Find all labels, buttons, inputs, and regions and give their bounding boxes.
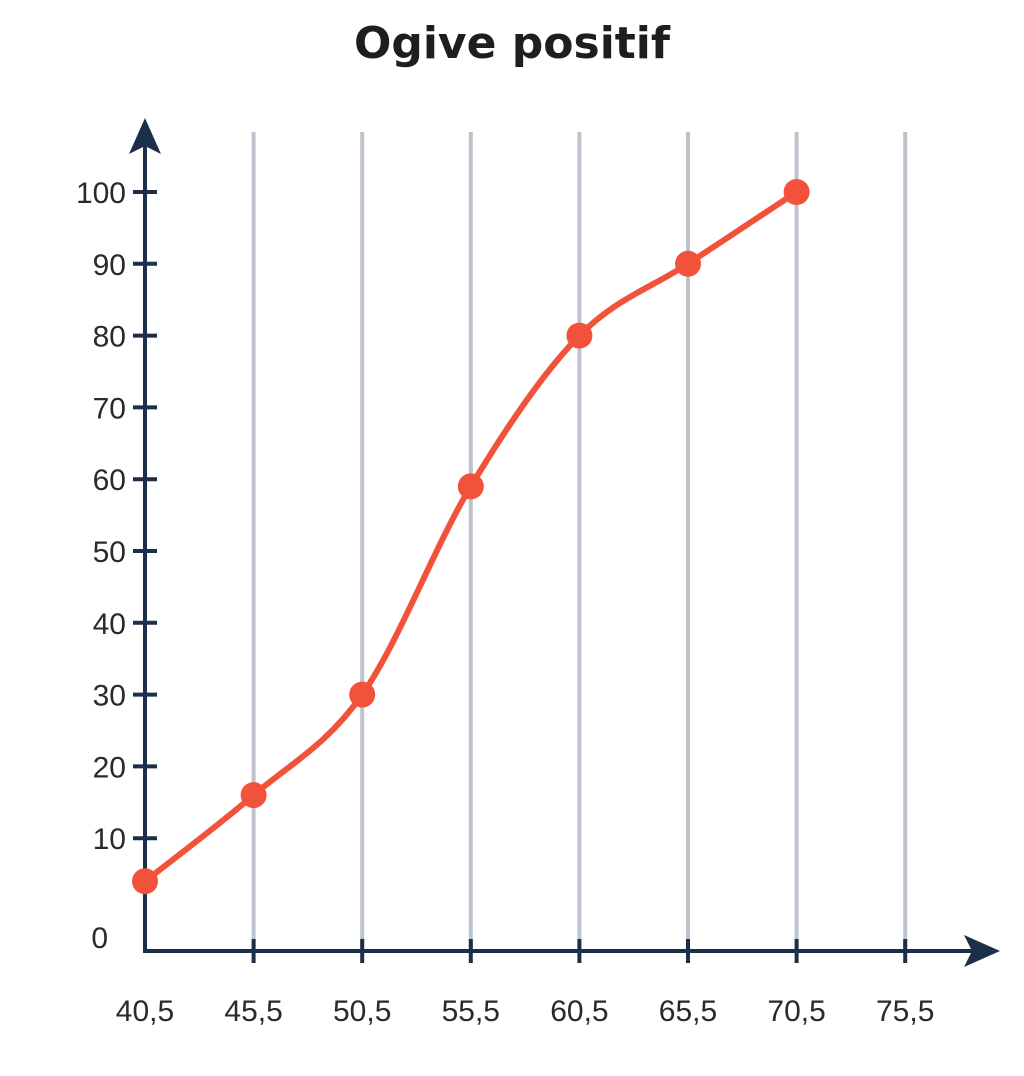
data-point (349, 681, 376, 708)
x-tick-label: 65,5 (659, 995, 717, 1028)
data-point (566, 322, 593, 349)
series (132, 179, 810, 895)
y-tick-label: 80 (93, 321, 126, 354)
data-point (240, 782, 267, 809)
grid-lines (251, 132, 908, 951)
y-tick-label: 30 (93, 680, 126, 713)
y-axis-arrow (129, 118, 161, 154)
y-tick-label: 100 (76, 177, 126, 210)
x-tick-label: 70,5 (767, 995, 825, 1028)
x-tick-label: 55,5 (442, 995, 500, 1028)
x-tick-label: 40,5 (116, 995, 174, 1028)
x-tick-label: 60,5 (550, 995, 608, 1028)
x-tick-label: 45,5 (224, 995, 282, 1028)
y-tick-label: 40 (93, 608, 126, 641)
x-tick-label: 50,5 (333, 995, 391, 1028)
y-tick-label: 70 (93, 392, 126, 425)
data-point (132, 868, 158, 895)
x-tick-label: 75,5 (876, 995, 934, 1028)
y-tick-label: 20 (93, 751, 126, 784)
y-tick-label: 50 (93, 536, 126, 569)
y-tick-label: 60 (93, 464, 126, 497)
data-point (783, 179, 810, 205)
y-tick-label: 90 (93, 249, 126, 282)
chart-title: Ogive positif (353, 18, 671, 69)
y-tick-label: 10 (93, 823, 126, 856)
y-tick-label: 0 (91, 922, 108, 955)
x-axis-arrow (964, 935, 1000, 967)
axes (129, 118, 1000, 967)
data-point (675, 250, 701, 277)
data-point (457, 473, 484, 500)
ticks: 40,5 45,5 50,5 55,5 60,5 65,5 70,5 75,5 0 10 20 30 4… (76, 177, 934, 1028)
